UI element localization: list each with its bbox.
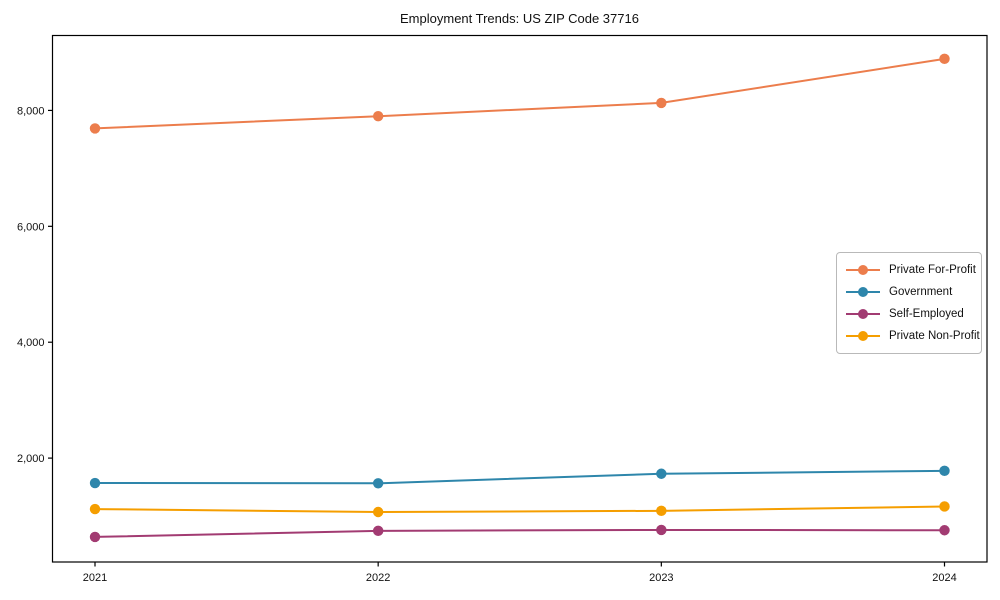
legend-line-marker-icon [846,331,880,341]
plot-frame [51,34,988,563]
data-point-government [656,468,667,479]
data-point-government [939,465,950,477]
legend-label: Private Non-Profit [889,330,980,342]
series-line-private-for-profit [94,57,945,130]
series-line-private-non-profit [94,505,945,513]
data-point-private-for-profit [89,123,101,134]
legend-line-marker-icon [846,265,880,275]
data-point-private-non-profit [939,501,950,512]
legend-item: Government [846,281,975,303]
legend: Private For-Profit Government Self-Employe… [836,252,982,354]
data-point-self-employed [939,525,950,536]
data-point-private-for-profit [939,53,950,65]
data-point-private-non-profit [372,506,384,518]
legend-item: Private Non-Profit [846,325,980,347]
data-point-private-non-profit [89,503,101,515]
y-tick-label: 4,000 [17,337,45,349]
legend-label: Government [889,286,953,298]
legend-item: Self-Employed [846,303,975,325]
legend-line-marker-icon [846,287,880,297]
x-tick-label: 2021 [83,572,107,584]
legend-label: Self-Employed [889,308,964,320]
data-point-private-non-profit [656,505,667,517]
y-tick-label: 2,000 [17,453,45,465]
x-tick-label: 2022 [366,572,390,584]
y-tick-label: 6,000 [17,221,45,233]
legend-item: Private For-Profit [846,259,976,281]
series-line-self-employed [94,528,945,538]
data-point-self-employed [656,524,667,536]
legend-label: Private For-Profit [889,264,976,276]
data-point-self-employed [372,525,384,537]
data-point-government [89,477,101,489]
data-point-private-for-profit [372,111,384,122]
x-tick-label: 2024 [932,572,956,584]
series-line-government [94,469,945,485]
data-point-government [372,478,384,489]
x-tick-label: 2023 [649,572,673,584]
legend-line-marker-icon [846,309,880,319]
chart-title: Employment Trends: US ZIP Code 37716 [400,11,639,26]
y-tick-label: 8,000 [17,105,45,117]
data-point-private-for-profit [656,97,667,109]
data-point-self-employed [89,531,101,543]
